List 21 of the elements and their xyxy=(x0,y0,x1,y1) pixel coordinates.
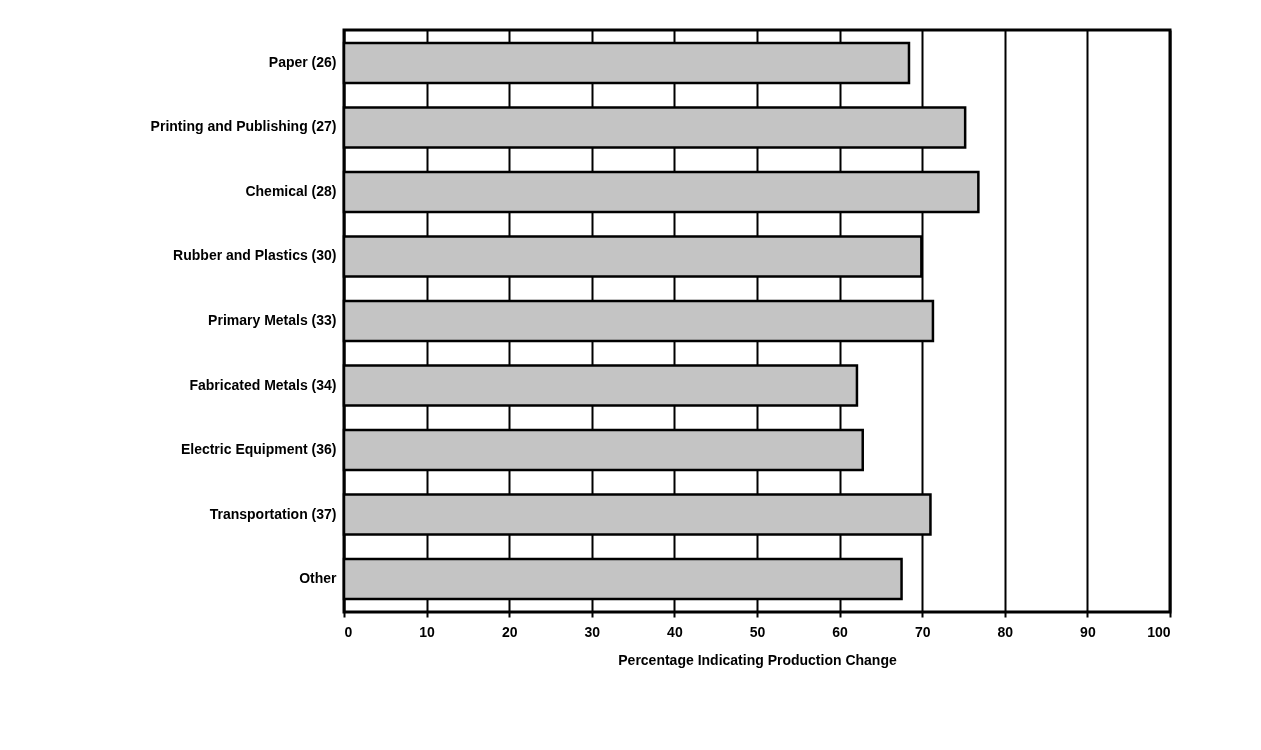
y-tick-label: Rubber and Plastics (30) xyxy=(173,247,337,264)
x-tick-label: 40 xyxy=(667,623,683,640)
x-tick-label: 10 xyxy=(419,623,436,640)
y-tick-label: Chemical (28) xyxy=(245,182,337,199)
y-tick-label: Fabricated Metals (34) xyxy=(189,376,337,393)
x-tick-label: 80 xyxy=(997,623,1014,640)
x-tick-label: 0 xyxy=(344,623,353,640)
y-tick-label: Paper (26) xyxy=(268,53,337,70)
x-tick-label: 50 xyxy=(749,623,766,640)
x-tick-label: 20 xyxy=(501,623,518,640)
y-tick-label: Other xyxy=(299,570,338,587)
y-tick-label: Electric Equipment (36) xyxy=(180,441,337,458)
x-tick-label: 30 xyxy=(584,623,601,640)
x-axis-title: Percentage Indicating Production Change xyxy=(618,651,897,668)
x-tick-label: 70 xyxy=(914,623,931,640)
x-tick-label: 60 xyxy=(832,623,849,640)
x-tick-label: 90 xyxy=(1080,623,1096,640)
y-tick-label: Primary Metals (33) xyxy=(208,312,337,328)
y-tick-label: Transportation (37) xyxy=(209,505,337,522)
x-tick-label: 100 xyxy=(1147,623,1171,640)
y-tick-label: Printing and Publishing (27) xyxy=(150,118,337,135)
